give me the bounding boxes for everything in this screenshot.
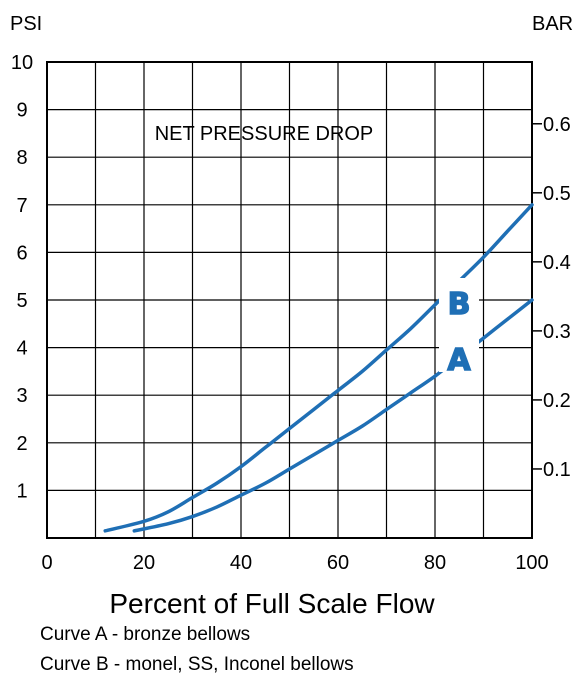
chart-title: NET PRESSURE DROP <box>155 123 374 145</box>
curve-label-mask <box>439 334 479 372</box>
y-tick-label-left: 3 <box>16 385 27 407</box>
curve-b-label: B <box>448 287 471 322</box>
caption-curve-a: Curve A - bronze bellows <box>40 624 251 645</box>
x-tick-label: 20 <box>133 552 155 574</box>
y-tick-label-right: 0.5 <box>543 183 571 205</box>
curve-label-mask <box>439 278 479 316</box>
right-axis-unit-label: BAR <box>532 13 573 35</box>
y-tick-label-right: 0.6 <box>543 114 571 136</box>
y-tick-label-right: 0.2 <box>543 390 571 412</box>
x-tick-label: 60 <box>327 552 349 574</box>
y-tick-label-left: 8 <box>16 147 27 169</box>
y-tick-label-left: 2 <box>16 433 27 455</box>
x-tick-label: 0 <box>41 552 52 574</box>
y-tick-label-right: 0.3 <box>543 321 571 343</box>
x-tick-label: 80 <box>424 552 446 574</box>
y-tick-label-right: 0.1 <box>543 459 571 481</box>
y-tick-label-left: 6 <box>16 242 27 264</box>
y-tick-label-left: 7 <box>16 195 27 217</box>
x-axis-label: Percent of Full Scale Flow <box>109 588 435 619</box>
curve-a-label: A <box>447 343 471 378</box>
y-tick-label-left: 4 <box>16 338 27 360</box>
y-tick-label-right: 0.4 <box>543 252 571 274</box>
caption-curve-b: Curve B - monel, SS, Inconel bellows <box>40 654 354 675</box>
y-tick-label-left: 5 <box>16 290 27 312</box>
x-tick-label: 40 <box>230 552 252 574</box>
y-tick-label-left: 9 <box>16 100 27 122</box>
y-tick-label-left: 10 <box>11 52 33 74</box>
left-axis-unit-label: PSI <box>10 13 42 35</box>
x-tick-label: 100 <box>515 552 548 574</box>
y-tick-label-left: 1 <box>16 480 27 502</box>
